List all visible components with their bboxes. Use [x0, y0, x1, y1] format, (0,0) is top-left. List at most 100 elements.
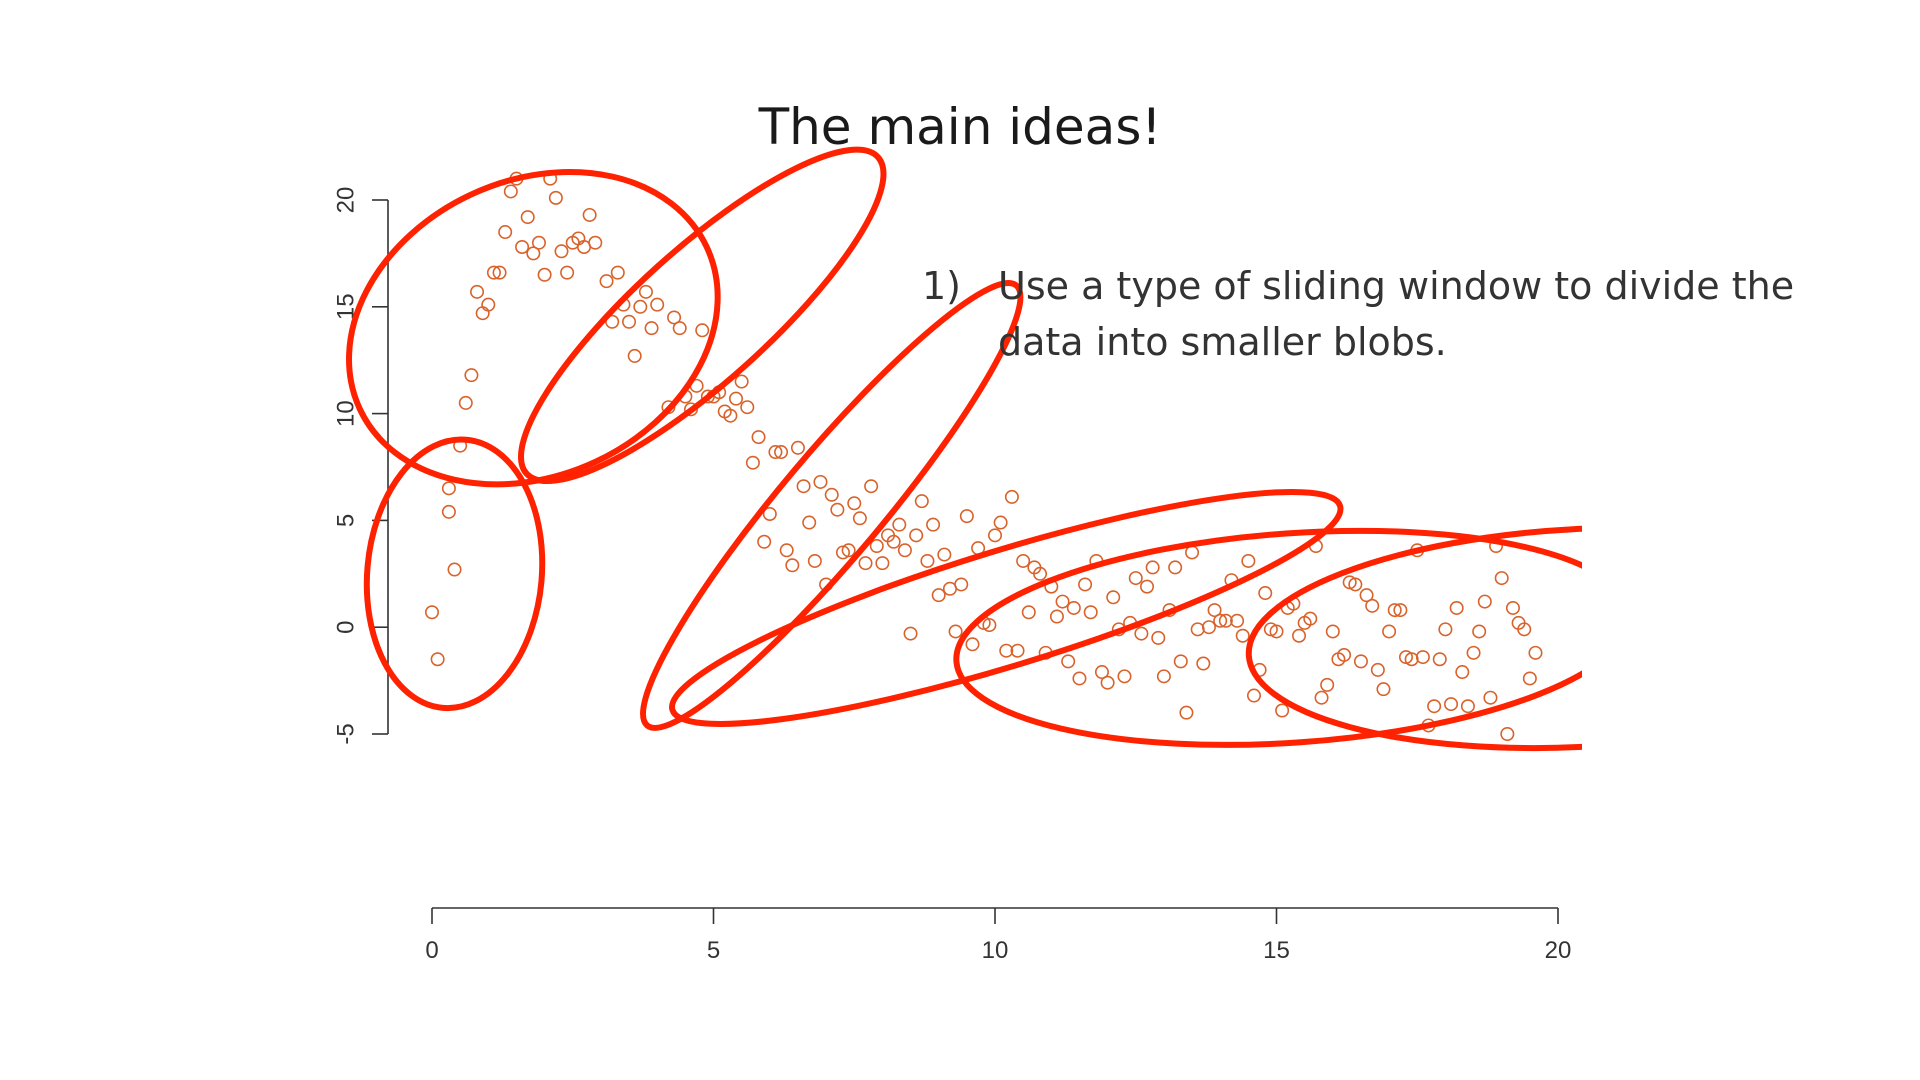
data-point	[470, 284, 485, 299]
data-point	[1269, 624, 1284, 639]
data-point	[672, 321, 687, 336]
y-tick-label: 20	[333, 187, 360, 214]
data-point	[526, 246, 541, 261]
window-ellipse	[346, 168, 721, 488]
data-point	[458, 395, 473, 410]
data-point	[1128, 571, 1143, 586]
data-point	[588, 235, 603, 250]
data-point	[464, 368, 479, 383]
data-point	[1348, 577, 1363, 592]
data-point	[1213, 613, 1228, 628]
data-point	[1432, 652, 1447, 667]
data-point	[886, 534, 901, 549]
data-point	[531, 235, 546, 250]
data-point	[1466, 645, 1481, 660]
data-point	[1021, 605, 1036, 620]
data-point	[762, 506, 777, 521]
data-point	[430, 652, 445, 667]
data-point	[424, 605, 439, 620]
data-point	[920, 553, 935, 568]
data-point	[1100, 675, 1115, 690]
bullet-point: 1) Use a type of sliding window to divid…	[922, 258, 1822, 370]
y-tick-label: 0	[333, 621, 360, 634]
data-point	[897, 543, 912, 558]
data-point	[1016, 553, 1031, 568]
data-point	[486, 265, 501, 280]
data-point	[582, 207, 597, 222]
data-point	[1179, 705, 1194, 720]
bullet-text: Use a type of sliding window to divide t…	[998, 264, 1795, 364]
data-point	[1235, 628, 1250, 643]
data-point	[790, 440, 805, 455]
data-point	[993, 515, 1008, 530]
data-point	[723, 408, 738, 423]
data-point	[1528, 645, 1543, 660]
data-point	[774, 445, 789, 460]
data-point	[447, 562, 462, 577]
data-point	[1505, 600, 1520, 615]
data-point	[1472, 624, 1487, 639]
data-point	[796, 479, 811, 494]
data-point	[1218, 613, 1233, 628]
data-point	[503, 184, 518, 199]
data-point	[959, 509, 974, 524]
data-point	[475, 306, 490, 321]
data-point	[1173, 654, 1188, 669]
data-point	[644, 321, 659, 336]
data-point	[1156, 669, 1171, 684]
data-point	[858, 556, 873, 571]
data-point	[1072, 671, 1087, 686]
data-point	[909, 528, 924, 543]
data-point	[1094, 665, 1109, 680]
bullet-number: 1)	[922, 264, 962, 308]
data-point	[695, 323, 710, 338]
data-point	[1061, 654, 1076, 669]
data-point	[1483, 690, 1498, 705]
data-point	[1055, 594, 1070, 609]
window-ellipse	[953, 527, 1582, 748]
data-point	[1241, 553, 1256, 568]
data-point	[1460, 699, 1475, 714]
data-point	[1196, 656, 1211, 671]
data-point	[757, 534, 772, 549]
data-point	[1444, 697, 1459, 712]
data-point	[875, 556, 890, 571]
data-point	[1314, 690, 1329, 705]
data-point	[537, 267, 552, 282]
slide-title: The main ideas!	[758, 98, 1162, 156]
data-point	[824, 487, 839, 502]
data-point	[1004, 489, 1019, 504]
data-point	[841, 543, 856, 558]
data-point	[520, 210, 535, 225]
data-point	[1387, 603, 1402, 618]
data-point	[1117, 669, 1132, 684]
data-point	[1325, 624, 1340, 639]
data-point	[999, 643, 1014, 658]
window-ellipse	[1245, 524, 1582, 752]
data-point	[1246, 688, 1261, 703]
data-point	[1337, 647, 1352, 662]
data-point	[1320, 677, 1335, 692]
data-point	[1500, 726, 1515, 741]
data-point	[937, 547, 952, 562]
data-point	[813, 474, 828, 489]
x-tick-label: 5	[707, 937, 720, 964]
data-point	[1365, 598, 1380, 613]
data-point	[1370, 662, 1385, 677]
data-point	[1134, 626, 1149, 641]
data-point	[633, 299, 648, 314]
data-point	[1140, 579, 1155, 594]
data-point	[515, 239, 530, 254]
data-point	[903, 626, 918, 641]
data-point	[441, 481, 456, 496]
data-point	[1376, 682, 1391, 697]
data-point	[1449, 600, 1464, 615]
window-ellipse	[363, 436, 546, 712]
data-point	[560, 265, 575, 280]
data-point	[802, 515, 817, 530]
data-point	[1066, 600, 1081, 615]
data-point	[729, 391, 744, 406]
data-point	[1168, 560, 1183, 575]
